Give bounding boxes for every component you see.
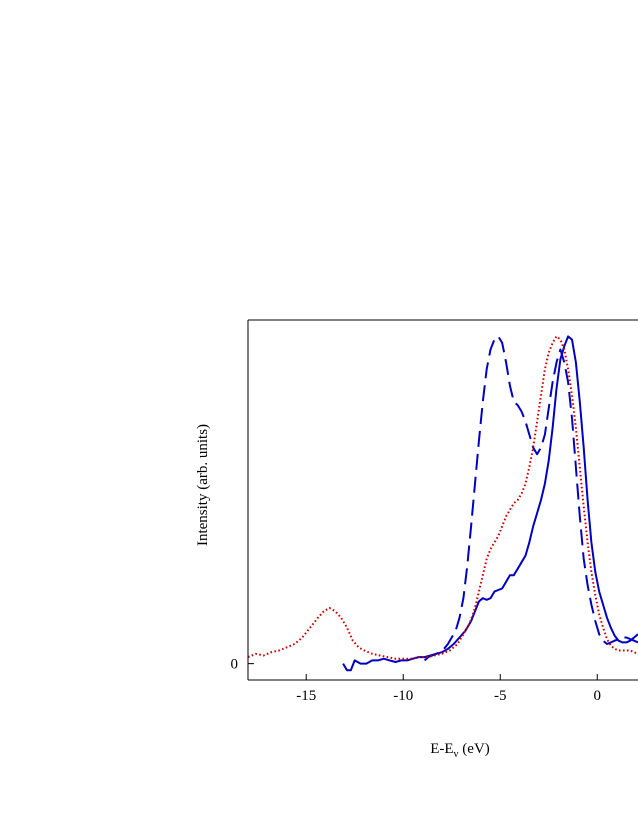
series-line-dotted [248, 335, 638, 660]
x-axis-label-sub: v [454, 749, 459, 760]
series-line-dashed [423, 335, 638, 662]
x-axis-label: E-Ev (eV) [430, 741, 490, 760]
y-axis-label: Intensity (arb. units) [195, 424, 211, 546]
x-tick-label: 0 [594, 688, 602, 704]
x-axis-label-unit: (eV) [459, 741, 490, 757]
x-axis-label-main: E-E [430, 741, 453, 757]
plot-lines [248, 335, 638, 672]
y-tick-label: 0 [231, 657, 239, 673]
x-tick-label: -10 [393, 688, 413, 704]
x-tick-label: -15 [296, 688, 316, 704]
axes [247, 319, 638, 681]
series-line-solid [342, 335, 638, 672]
ticks: -15 -10 -5 0 0 [231, 657, 602, 704]
x-tick-label: -5 [494, 688, 507, 704]
